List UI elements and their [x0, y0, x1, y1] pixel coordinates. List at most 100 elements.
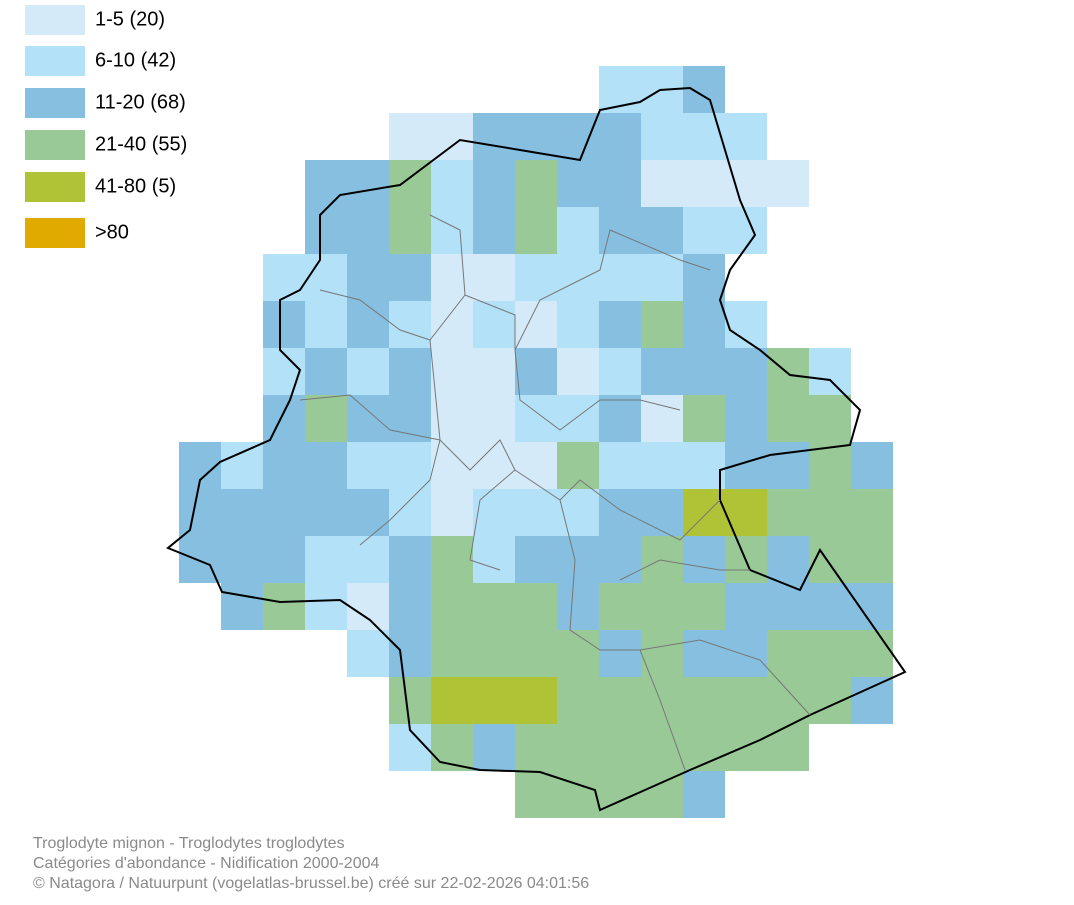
grid-cell: [431, 630, 473, 677]
grid-cell: [389, 301, 431, 348]
grid-cell: [725, 489, 767, 536]
grid-cell: [725, 348, 767, 395]
grid-cell: [767, 395, 809, 442]
grid-cell: [431, 207, 473, 254]
grid-cell: [263, 348, 305, 395]
grid-cell: [767, 583, 809, 630]
grid-cell: [305, 301, 347, 348]
grid-cell: [851, 442, 893, 489]
footer-line: © Natagora / Natuurpunt (vogelatlas-brus…: [33, 875, 589, 892]
grid-cell: [431, 677, 473, 724]
grid-cell: [221, 442, 263, 489]
grid-cell: [221, 583, 263, 630]
grid-cell: [473, 583, 515, 630]
grid-cell: [515, 254, 557, 301]
grid-cell: [599, 489, 641, 536]
grid-cell: [557, 771, 599, 818]
grid-cell: [683, 348, 725, 395]
grid-cell: [599, 583, 641, 630]
grid-cell: [389, 254, 431, 301]
grid-cell: [557, 630, 599, 677]
grid-cell: [263, 536, 305, 583]
grid-cell: [473, 301, 515, 348]
footer-line: Troglodyte mignon - Troglodytes troglody…: [33, 835, 345, 852]
grid-cell: [683, 677, 725, 724]
grid-cell: [641, 771, 683, 818]
grid-cell: [641, 395, 683, 442]
grid-cell: [641, 301, 683, 348]
grid-cell: [851, 536, 893, 583]
grid-cell: [305, 207, 347, 254]
grid-cell: [851, 630, 893, 677]
legend: 1-5 (20) 6-10 (42) 11-20 (68) 21-40 (55) 41-…: [25, 5, 187, 248]
grid-cell: [431, 113, 473, 160]
grid-cell: [599, 395, 641, 442]
grid-cell: [389, 348, 431, 395]
legend-swatch: [25, 130, 85, 160]
grid-cell: [599, 724, 641, 771]
grid-cell: [347, 630, 389, 677]
grid-cell: [347, 536, 389, 583]
grid-cell: [641, 207, 683, 254]
grid-cell: [809, 348, 851, 395]
grid-cell: [641, 489, 683, 536]
grid-cell: [305, 395, 347, 442]
grid-cell: [431, 254, 473, 301]
grid-cell: [389, 583, 431, 630]
grid-cell: [473, 207, 515, 254]
grid-cell: [389, 113, 431, 160]
grid-cell: [641, 254, 683, 301]
grid-cell: [599, 301, 641, 348]
grid-cell: [767, 348, 809, 395]
legend-label: 6-10 (42): [95, 49, 176, 71]
grid-cell: [851, 583, 893, 630]
legend-label: >80: [95, 221, 129, 243]
grid-cell: [641, 348, 683, 395]
municipality-lines: [299, 214, 811, 771]
grid-cell: [515, 489, 557, 536]
legend-swatch: [25, 218, 85, 248]
grid-cell: [347, 583, 389, 630]
grid-cell: [389, 677, 431, 724]
grid-cell: [515, 160, 557, 207]
grid-cell: [389, 489, 431, 536]
grid-cell: [347, 207, 389, 254]
footer: Troglodyte mignon - Troglodytes troglody…: [33, 835, 589, 892]
grid-cell: [389, 442, 431, 489]
grid-cell: [305, 348, 347, 395]
grid-cell: [431, 348, 473, 395]
grid-cell: [599, 113, 641, 160]
grid-cell: [221, 536, 263, 583]
grid-cell: [515, 442, 557, 489]
legend-swatch: [25, 88, 85, 118]
grid-cell: [431, 583, 473, 630]
grid-cell: [473, 254, 515, 301]
grid-cell: [347, 395, 389, 442]
grid-cell: [389, 630, 431, 677]
grid-cell: [599, 254, 641, 301]
grid-cell: [389, 395, 431, 442]
grid-cell: [515, 395, 557, 442]
grid-cell: [431, 395, 473, 442]
legend-label: 21-40 (55): [95, 133, 187, 155]
grid-cell: [515, 348, 557, 395]
grid-cell: [683, 66, 725, 113]
grid-cell: [263, 301, 305, 348]
grid-cell: [599, 536, 641, 583]
grid-cell: [725, 442, 767, 489]
grid-cell: [263, 442, 305, 489]
grid-cell: [557, 724, 599, 771]
grid-cell: [683, 254, 725, 301]
grid-cell: [641, 677, 683, 724]
grid-cell: [473, 348, 515, 395]
grid-cell: [431, 301, 473, 348]
grid-cell: [305, 254, 347, 301]
grid-cell: [557, 160, 599, 207]
grid-cell: [599, 630, 641, 677]
grid-cell: [557, 207, 599, 254]
grid-cell: [431, 160, 473, 207]
grid-cell: [389, 724, 431, 771]
grid-cell: [473, 724, 515, 771]
grid-cell: [473, 677, 515, 724]
grid-cells: [179, 66, 893, 818]
